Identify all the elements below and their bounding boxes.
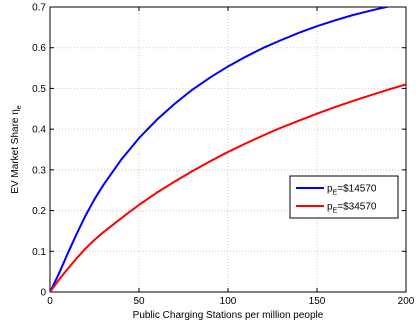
- x-axis-label: Public Charging Stations per million peo…: [133, 310, 324, 321]
- series-line-0: [50, 7, 392, 292]
- tick-labels: 0 50 100 150 200 0 0.1 0.2 0.3 0.4 0.5 0.6 0.7: [32, 3, 415, 308]
- y-tick-label: 0.5: [32, 84, 46, 95]
- legend-label-red: pE=$34570: [327, 202, 377, 215]
- x-tick-label: 150: [309, 296, 326, 307]
- y-axis-label: EV Market Share ηe: [10, 105, 23, 193]
- y-axis-label-main: EV Market Share η: [10, 109, 21, 193]
- x-tick-label: 50: [133, 296, 145, 307]
- y-tick-label: 0.4: [32, 125, 46, 136]
- x-tick-label: 0: [47, 296, 53, 307]
- x-tick-label: 100: [220, 296, 237, 307]
- y-axis-label-sub: e: [16, 105, 23, 109]
- series-line-1: [50, 83, 406, 292]
- y-tick-label: 0: [40, 288, 46, 299]
- y-tick-label: 0.7: [32, 3, 46, 14]
- y-tick-label: 0.6: [32, 43, 46, 54]
- y-tick-label: 0.2: [32, 206, 46, 217]
- legend-box: [289, 175, 399, 219]
- legend-label-blue: pE=$14570: [327, 184, 377, 197]
- y-tick-label: 0.3: [32, 165, 46, 176]
- y-tick-label: 0.1: [32, 247, 46, 258]
- series-lines: [50, 7, 406, 292]
- x-tick-label: 200: [398, 296, 415, 307]
- grid: [50, 7, 406, 292]
- legend: pE=$14570 pE=$34570: [289, 175, 399, 219]
